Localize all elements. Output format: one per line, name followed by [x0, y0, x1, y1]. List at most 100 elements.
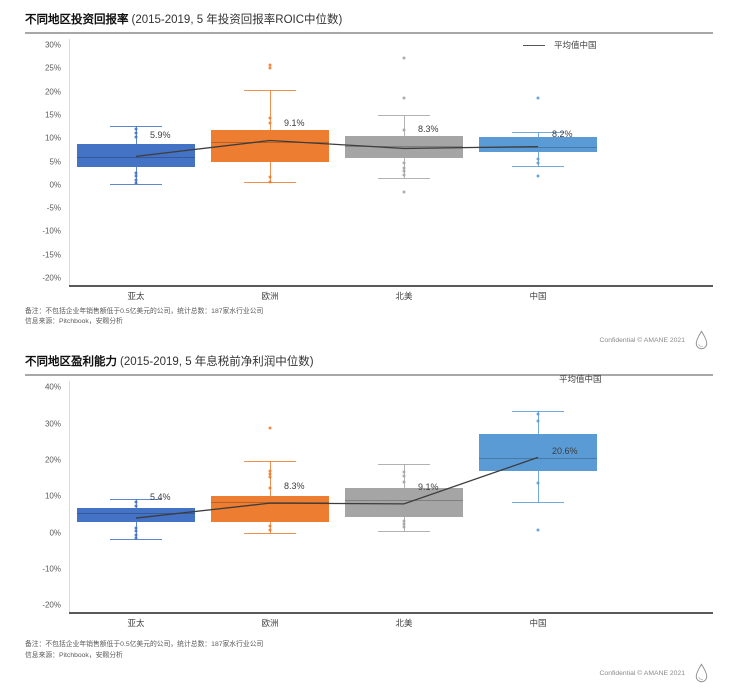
data-point-apac — [134, 174, 138, 178]
whisker-cap-high-apac — [110, 499, 162, 501]
chart-2-title: 不同地区盈利能力 (2015-2019, 5 年息税前净利润中位数) — [25, 355, 713, 377]
y-axis-tick-label: 30% — [44, 40, 61, 50]
data-point-north-america — [402, 480, 406, 484]
data-point-europe — [268, 116, 272, 120]
data-point-europe — [268, 175, 272, 179]
footnote-line-1: 备注：不包括企业年销售额低于0.5亿美元的公司，统计总数：187家水行业公司 — [25, 641, 264, 649]
data-point-china — [536, 96, 540, 100]
data-point-china — [536, 412, 540, 415]
y-axis-tick-label: 10% — [44, 491, 61, 501]
panel-2-footer: Confidential © AMANE 2021 — [25, 661, 713, 687]
data-point-north-america — [402, 474, 406, 478]
data-point-apac — [134, 504, 138, 508]
y-axis-tick-label: -20% — [42, 273, 61, 283]
box-europe — [211, 130, 329, 162]
data-point-apac — [134, 526, 138, 530]
chart-2-legend: 平均值中国 — [559, 373, 602, 385]
data-point-china — [536, 174, 540, 178]
panel-roic: 不同地区投资回报率 (2015-2019, 5 年投资回报率ROIC中位数) 平均… — [25, 0, 713, 353]
data-point-china — [536, 157, 540, 161]
chart-1-footnote: 备注：不包括企业年销售额低于0.5亿美元的公司，统计总数：187家水行业公司 信… — [25, 307, 713, 327]
chart-1-title: 不同地区投资回报率 (2015-2019, 5 年投资回报率ROIC中位数) — [25, 13, 713, 34]
data-point-apac — [134, 131, 138, 135]
category-label-north-america: 北美 — [395, 618, 413, 629]
chart-1-legend: 平均值中国 — [523, 39, 597, 51]
data-point-europe — [268, 472, 272, 476]
median-line-north-america — [345, 499, 463, 501]
category-label-apac: 亚太 — [127, 618, 145, 629]
whisker-cap-high-apac — [110, 126, 162, 128]
panel-profitability: 不同地区盈利能力 (2015-2019, 5 年息税前净利润中位数) 平均值中国 … — [25, 353, 713, 686]
box-europe — [211, 495, 329, 523]
whisker-upper-apac — [136, 126, 137, 144]
median-line-europe — [211, 142, 329, 144]
whisker-cap-high-china — [512, 131, 564, 133]
y-axis-tick-label: 10% — [44, 133, 61, 143]
footnote-line-2: 信息来源：Pitchbook，安赐分析 — [25, 651, 123, 659]
data-point-europe — [268, 524, 272, 528]
y-axis-tick-label: 0% — [49, 528, 61, 538]
footnote-line-1: 备注：不包括企业年销售额低于0.5亿美元的公司，统计总数：187家水行业公司 — [25, 308, 264, 315]
data-point-europe — [268, 486, 272, 490]
data-point-north-america — [402, 470, 406, 474]
y-axis-tick-label: -20% — [42, 600, 61, 610]
y-axis-tick-label: 20% — [44, 87, 61, 97]
data-point-north-america — [402, 56, 406, 60]
whisker-cap-high-north-america — [378, 114, 430, 116]
panel-1-footer: Confidential © AMANE 2021 — [25, 327, 713, 353]
confidential-text: Confidential © AMANE 2021 — [599, 670, 686, 678]
data-point-europe — [268, 475, 272, 479]
footnote-line-2: 信息来源：Pitchbook，安赐分析 — [25, 318, 123, 326]
profitability-box-plot: 平均值中国 40% 30% 20% 10% 0% -10% -20% 亚太 5.4% 欧洲 8.3%… — [25, 374, 713, 632]
x-axis-line — [69, 285, 713, 287]
data-point-europe — [268, 63, 272, 67]
data-point-apac — [134, 171, 138, 175]
x-axis-line — [69, 612, 713, 614]
median-label-china: 8.2% — [552, 128, 573, 139]
y-axis-tick-label: 0% — [49, 180, 61, 190]
whisker-lower-china — [538, 470, 539, 503]
whisker-cap-low-europe — [244, 532, 296, 534]
data-point-apac — [134, 533, 138, 537]
whisker-upper-china — [538, 131, 539, 137]
median-label-north-america: 9.1% — [418, 481, 439, 492]
box-north-america — [345, 135, 463, 158]
median-label-europe: 8.3% — [284, 480, 305, 491]
data-point-north-america — [402, 173, 406, 177]
data-point-north-america — [402, 161, 406, 165]
data-point-north-america — [402, 166, 406, 170]
roic-box-plot: 平均值中国 30% 25% 20% 15% 10% 5% 0% -5% -10% -15% -20%… — [25, 36, 713, 306]
y-axis-tick-label: 40% — [44, 382, 61, 392]
data-point-china — [536, 481, 540, 485]
whisker-cap-high-north-america — [378, 463, 430, 465]
y-axis-tick-label: 25% — [44, 63, 61, 73]
whisker-cap-high-europe — [244, 460, 296, 462]
data-point-north-america — [402, 522, 406, 526]
data-point-apac — [134, 529, 138, 533]
whisker-cap-high-europe — [244, 90, 296, 92]
data-point-north-america — [402, 169, 406, 173]
data-point-apac — [134, 135, 138, 139]
data-point-europe — [268, 426, 272, 430]
amane-droplet-logo — [695, 330, 708, 350]
whisker-cap-low-china — [512, 165, 564, 167]
y-axis-tick-label: 30% — [44, 419, 61, 429]
whisker-upper-china — [538, 410, 539, 435]
median-line-apac — [77, 512, 195, 514]
data-point-china — [536, 161, 540, 165]
confidential-text: Confidential © AMANE 2021 — [599, 336, 686, 344]
mean-line-legend-swatch — [523, 44, 545, 46]
whisker-cap-high-china — [512, 410, 564, 412]
box-china — [479, 434, 597, 471]
box-china — [479, 136, 597, 152]
box-apac — [77, 143, 195, 167]
data-point-north-america — [402, 519, 406, 523]
mean-line — [135, 139, 539, 158]
median-line-north-america — [345, 146, 463, 148]
whisker-cap-low-china — [512, 502, 564, 504]
median-label-apac: 5.9% — [150, 129, 171, 140]
data-point-europe — [268, 469, 272, 473]
median-line-apac — [77, 157, 195, 159]
amane-droplet-logo — [695, 663, 708, 683]
